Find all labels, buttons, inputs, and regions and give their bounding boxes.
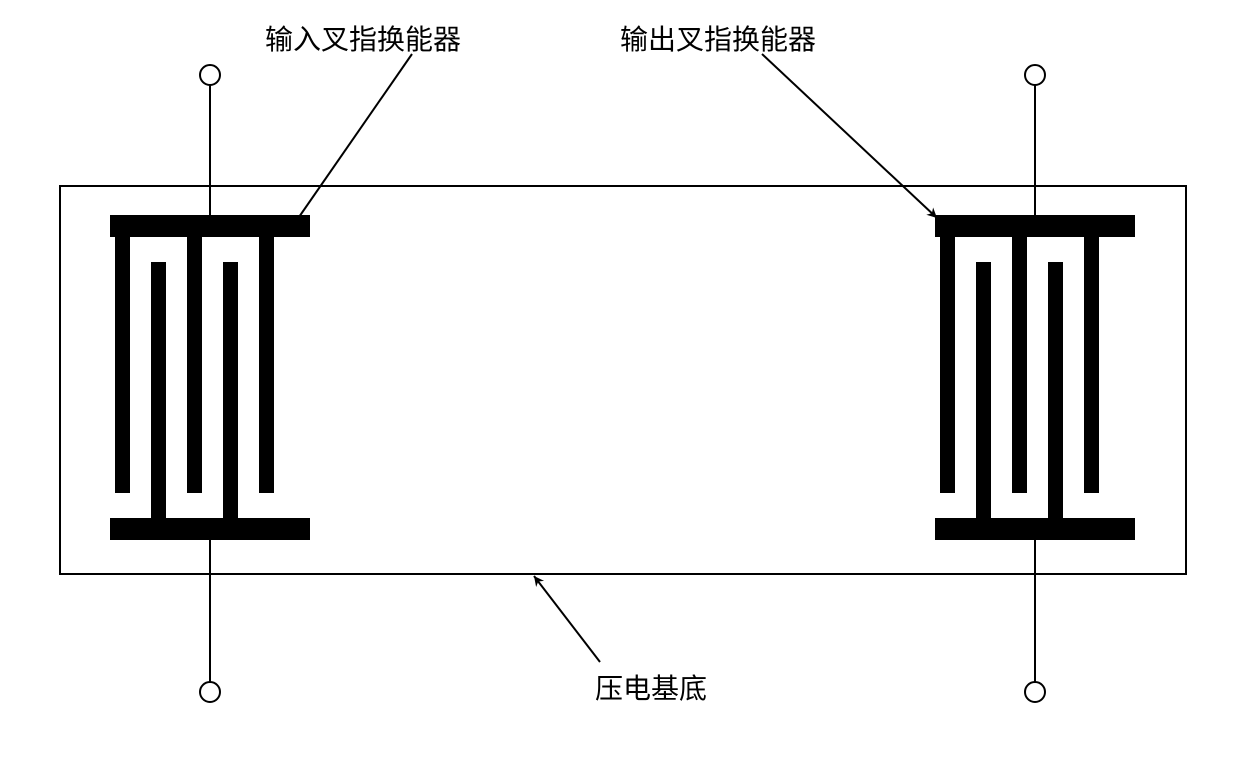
arrow-input-idt [290, 54, 412, 230]
output-idt-bottom-terminal [1025, 682, 1045, 702]
input-idt-bottom-terminal [200, 682, 220, 702]
output-idt-top-terminal [1025, 65, 1045, 85]
input-idt-top-terminal [200, 65, 220, 85]
arrow-substrate [534, 576, 600, 662]
arrow-output-idt [762, 54, 937, 218]
output-idt [935, 65, 1135, 702]
saw-device-diagram [0, 0, 1240, 759]
input-idt [110, 65, 310, 702]
